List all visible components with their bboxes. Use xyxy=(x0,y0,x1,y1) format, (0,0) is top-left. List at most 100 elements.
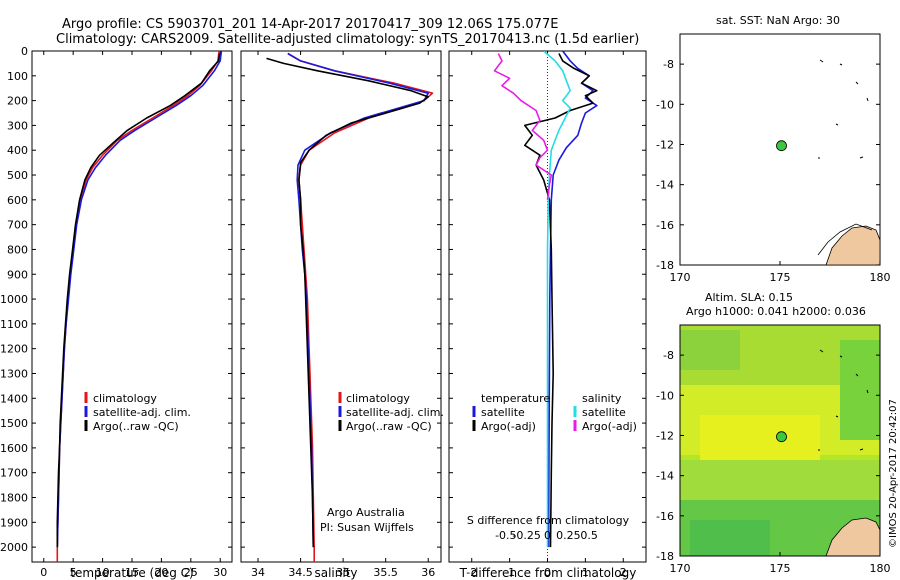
difference-series xyxy=(493,51,598,548)
x-tick-label: 2 xyxy=(620,566,627,579)
temperature-series xyxy=(56,51,223,562)
y-tick-label: 1100 xyxy=(0,318,28,331)
y-tick-label: -8 xyxy=(663,58,674,71)
y-tick-label: 600 xyxy=(7,194,28,207)
island xyxy=(818,59,869,159)
series-line-argo xyxy=(266,57,430,548)
salinity-xlabel: salinity xyxy=(314,566,357,580)
y-tick-label: -10 xyxy=(656,98,674,111)
series-line-satellite xyxy=(287,52,430,548)
series-line-s-argo xyxy=(493,53,553,200)
sla-band xyxy=(840,340,880,440)
y-tick-label: -12 xyxy=(656,429,674,442)
s-diff-tick-label: -0.25 xyxy=(512,529,540,542)
argo-float-marker xyxy=(776,140,787,152)
y-tick-label: -18 xyxy=(656,550,674,563)
annotation-argo-australia: Argo Australia xyxy=(327,506,405,519)
y-tick-label: 1600 xyxy=(0,442,28,455)
sla-band xyxy=(700,415,820,460)
y-tick-label: -16 xyxy=(656,219,674,232)
x-tick-label: 5 xyxy=(70,566,77,579)
difference-xlabel: T difference from climatology xyxy=(459,566,637,580)
x-tick-label: 25 xyxy=(184,566,198,579)
y-tick-label: -14 xyxy=(656,179,674,192)
salinity-series xyxy=(266,52,434,562)
y-tick-label: 700 xyxy=(7,219,28,232)
land-patch xyxy=(825,225,880,265)
depth-axis: 0 100 200 300 400 500 600 700 800 900 1000 1100 1200… xyxy=(0,45,232,554)
land-outline xyxy=(817,223,873,256)
salinity-panel: 34 34.5 35 35.5 36 salinity climatology sate… xyxy=(240,50,444,580)
y-tick-label: 800 xyxy=(7,243,28,256)
header-line-2: Climatology: CARS2009. Satellite-adjuste… xyxy=(56,32,639,47)
x-tick-label: 30 xyxy=(213,566,227,579)
legend-label-t-satellite: satellite xyxy=(481,406,525,419)
y-tick-label: 100 xyxy=(7,70,28,83)
temperature-x-axis: 0 5 10 15 20 25 30 xyxy=(40,51,227,579)
x-tick-label: 180 xyxy=(870,562,891,575)
x-tick-label: 0 xyxy=(40,566,47,579)
sla-heatmap xyxy=(680,325,880,556)
legend-title-temperature: temperature xyxy=(481,392,550,405)
x-tick-label: 175 xyxy=(770,562,791,575)
x-tick-label: 1 xyxy=(582,566,589,579)
series-line-climatology xyxy=(287,52,434,562)
y-tick-label: 1300 xyxy=(0,367,28,380)
argo-float-marker xyxy=(776,431,787,443)
y-tick-label: 1800 xyxy=(0,492,28,505)
x-tick-label: -1 xyxy=(504,566,515,579)
y-tick-label: -12 xyxy=(656,138,674,151)
sla-map-title-2: Argo h1000: 0.041 h2000: 0.036 xyxy=(686,305,866,318)
y-tick-label: 0 xyxy=(21,45,28,58)
series-line-t-satellite xyxy=(547,51,598,548)
sst-map-axes: 170 175 180 -18 -16 -14 -12 -10 -8 xyxy=(656,58,890,284)
y-tick-label: 1400 xyxy=(0,392,28,405)
difference-legend: temperature satellite Argo(-adj) salinit… xyxy=(472,392,637,433)
y-tick-label: 300 xyxy=(7,119,28,132)
x-tick-label: 34 xyxy=(251,566,265,579)
sst-map-land xyxy=(817,59,880,265)
y-tick-label: 1200 xyxy=(0,343,28,356)
x-tick-label: 20 xyxy=(154,566,168,579)
legend-label-s-argo: Argo(-adj) xyxy=(582,420,637,433)
y-tick-label: -14 xyxy=(656,470,674,483)
s-diff-tick-label: -0.5 xyxy=(495,529,516,542)
island xyxy=(818,349,869,451)
legend-label-climatology: climatology xyxy=(93,392,157,405)
series-line-t-argo xyxy=(523,53,598,548)
salinity-x-axis: 34 34.5 35 35.5 36 xyxy=(251,51,435,579)
x-tick-label: 180 xyxy=(870,271,891,284)
s-diff-tick-label: 0.25 xyxy=(556,529,581,542)
sla-map-panel: Altim. SLA: 0.15 Argo h1000: 0.041 h2000… xyxy=(656,291,899,575)
difference-panel: -2 -1 0 1 2 T difference from climatology S … xyxy=(448,50,647,580)
y-tick-label: 2000 xyxy=(0,541,28,554)
y-tick-label: 400 xyxy=(7,144,28,157)
legend-label-s-satellite: satellite xyxy=(582,406,626,419)
x-tick-label: 175 xyxy=(770,271,791,284)
x-tick-label: 36 xyxy=(421,566,435,579)
x-tick-label: 0 xyxy=(544,566,551,579)
x-tick-label: 170 xyxy=(670,562,691,575)
x-tick-label: -2 xyxy=(466,566,477,579)
difference-top-xlabel: S difference from climatology xyxy=(467,514,630,527)
land-patch xyxy=(825,517,880,556)
legend-label-t-argo: Argo(-adj) xyxy=(481,420,536,433)
legend-label-satellite: satellite-adj. clim. xyxy=(93,406,191,419)
salinity-diff-ticks: -0.5-0.25 0 0.25 0.5 xyxy=(495,529,598,542)
sla-map-title-1: Altim. SLA: 0.15 xyxy=(705,291,793,304)
y-tick-label: -18 xyxy=(656,259,674,272)
y-tick-label: 500 xyxy=(7,169,28,182)
sst-map-title: sat. SST: NaN Argo: 30 xyxy=(716,14,840,27)
y-tick-label: -8 xyxy=(663,349,674,362)
difference-x-axis: -2 -1 0 1 2 xyxy=(466,51,627,579)
legend-label-argo: Argo(..raw -QC) xyxy=(93,420,179,433)
temperature-panel: 0100200300400500600700800900100011001200… xyxy=(0,45,233,580)
x-tick-label: 10 xyxy=(96,566,110,579)
temperature-xlabel: temperature (deg C) xyxy=(70,566,193,580)
annotation-pi: PI: Susan Wijffels xyxy=(320,521,414,534)
legend-label-satellite: satellite-adj. clim. xyxy=(346,406,444,419)
legend-label-argo: Argo(..raw -QC) xyxy=(346,420,432,433)
salinity-y-ticks xyxy=(241,50,441,548)
salinity-axes-frame xyxy=(240,50,442,563)
